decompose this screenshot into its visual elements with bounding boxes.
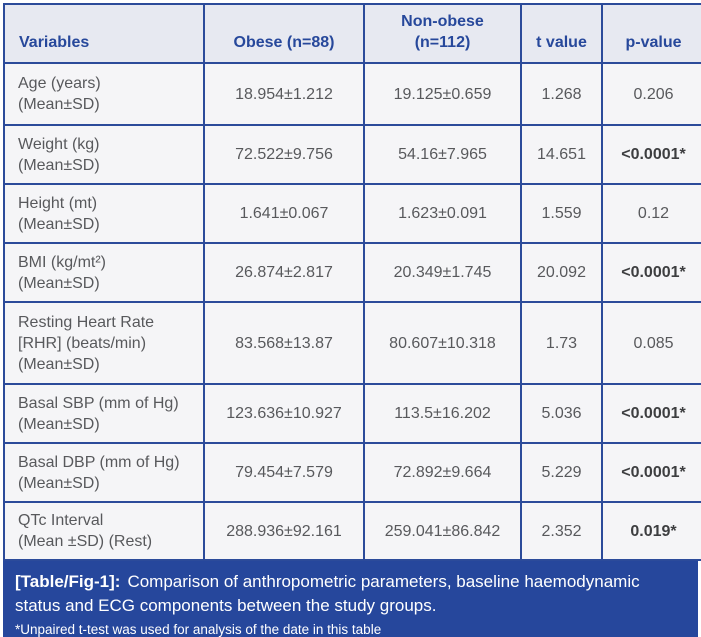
column-header-obese: Obese (n=88): [203, 3, 365, 64]
column-header-p-value: p-value: [601, 3, 701, 64]
nonobese-value-cell: 259.041±86.842: [363, 501, 522, 561]
t-value-cell: 20.092: [520, 242, 603, 303]
column-header-label: p-value: [625, 34, 682, 51]
obese-value-cell: 72.522±9.756: [203, 124, 365, 185]
nonobese-value-cell: 80.607±10.318: [363, 301, 522, 385]
obese-value-cell: 288.936±92.161: [203, 501, 365, 561]
p-value-cell: <0.0001*: [601, 124, 701, 185]
table-row: Resting Heart Rate [RHR] (beats/min) (Mean…: [3, 301, 701, 385]
caption-label: [Table/Fig-1]:: [15, 572, 121, 591]
variable-label-line: (Mean±SD): [18, 156, 100, 174]
table-row: Weight (kg) (Mean±SD) 72.522±9.756 54.16±…: [3, 124, 701, 185]
table-body: Age (years) (Mean±SD) 18.954±1.212 19.125…: [3, 62, 701, 561]
p-value-cell: <0.0001*: [601, 383, 701, 444]
t-value-cell: 1.268: [520, 62, 603, 126]
variable-label-line: Basal SBP (mm of Hg): [18, 394, 179, 412]
t-value-cell: 1.559: [520, 183, 603, 244]
column-header-non-obese: Non-obese (n=112): [363, 3, 522, 64]
variable-cell: Weight (kg) (Mean±SD): [3, 124, 205, 185]
variable-cell: Basal SBP (mm of Hg) (Mean±SD): [3, 383, 205, 444]
t-value-cell: 5.036: [520, 383, 603, 444]
p-value-cell: 0.12: [601, 183, 701, 244]
caption-text: Comparison of anthropometric parameters,…: [15, 572, 640, 615]
variable-label-line: Age (years): [18, 75, 101, 92]
variable-cell: QTc Interval (Mean ±SD) (Rest): [3, 501, 205, 561]
table-row: Height (mt) (Mean±SD) 1.641±0.067 1.623±0…: [3, 183, 701, 244]
p-value-cell: 0.085: [601, 301, 701, 385]
variable-label-line: Weight (kg): [18, 135, 100, 153]
t-value-cell: 14.651: [520, 124, 603, 185]
column-header-label: (n=112): [414, 34, 471, 51]
variable-cell: Resting Heart Rate [RHR] (beats/min) (Mean…: [3, 301, 205, 385]
nonobese-value-cell: 113.5±16.202: [363, 383, 522, 444]
variable-label-line: (Mean ±SD) (Rest): [18, 533, 153, 550]
variable-label-line: (Mean±SD): [18, 215, 100, 233]
p-value-cell: 0.206: [601, 62, 701, 126]
variable-label-line: BMI (kg/mt²): [18, 253, 106, 271]
table-row: BMI (kg/mt²) (Mean±SD) 26.874±2.817 20.34…: [3, 242, 701, 303]
nonobese-value-cell: 54.16±7.965: [363, 124, 522, 185]
obese-value-cell: 1.641±0.067: [203, 183, 365, 244]
variable-label-line: (Mean±SD): [18, 474, 100, 492]
table-row: Basal DBP (mm of Hg) (Mean±SD) 79.454±7.5…: [3, 442, 701, 503]
nonobese-value-cell: 20.349±1.745: [363, 242, 522, 303]
variable-cell: BMI (kg/mt²) (Mean±SD): [3, 242, 205, 303]
variable-label-line: (Mean±SD): [18, 415, 100, 433]
variable-cell: Height (mt) (Mean±SD): [3, 183, 205, 244]
variable-label-line: (Mean±SD): [18, 355, 100, 373]
variable-label-line: [RHR] (beats/min): [18, 334, 147, 352]
t-value-cell: 2.352: [520, 501, 603, 561]
variable-cell: Basal DBP (mm of Hg) (Mean±SD): [3, 442, 205, 503]
table-row: Age (years) (Mean±SD) 18.954±1.212 19.125…: [3, 62, 701, 126]
column-header-label: Variables: [19, 34, 90, 51]
obese-value-cell: 79.454±7.579: [203, 442, 365, 503]
variable-cell: Age (years) (Mean±SD): [3, 62, 205, 126]
p-value-cell: <0.0001*: [601, 242, 701, 303]
caption-main: [Table/Fig-1]: Comparison of anthropometr…: [15, 570, 686, 618]
variable-label-line: (Mean±SD): [18, 96, 100, 113]
obese-value-cell: 123.636±10.927: [203, 383, 365, 444]
column-header-variables: Variables: [3, 3, 205, 64]
column-header-t-value: t value: [520, 3, 603, 64]
column-header-label: Obese (n=88): [233, 34, 335, 51]
variable-label-line: QTc Interval: [18, 512, 104, 529]
table-caption: [Table/Fig-1]: Comparison of anthropometr…: [3, 561, 698, 637]
nonobese-value-cell: 19.125±0.659: [363, 62, 522, 126]
header-row: Variables Obese (n=88) Non-obese (n=112) t v…: [3, 3, 701, 64]
table-row: Basal SBP (mm of Hg) (Mean±SD) 123.636±10…: [3, 383, 701, 444]
variable-label-line: Basal DBP (mm of Hg): [18, 453, 180, 471]
column-header-label: Non-obese: [401, 13, 484, 30]
nonobese-value-cell: 1.623±0.091: [363, 183, 522, 244]
p-value-cell: 0.019*: [601, 501, 701, 561]
p-value-cell: <0.0001*: [601, 442, 701, 503]
comparison-table: Variables Obese (n=88) Non-obese (n=112) t v…: [3, 3, 701, 561]
variable-label-line: Resting Heart Rate: [18, 313, 155, 331]
table-header: Variables Obese (n=88) Non-obese (n=112) t v…: [3, 3, 701, 64]
variable-label-line: Height (mt): [18, 194, 98, 212]
nonobese-value-cell: 72.892±9.664: [363, 442, 522, 503]
t-value-cell: 1.73: [520, 301, 603, 385]
table-row: QTc Interval (Mean ±SD) (Rest) 288.936±92…: [3, 501, 701, 561]
caption-footnote: *Unpaired t-test was used for analysis o…: [15, 622, 382, 637]
column-header-label: t value: [536, 34, 587, 51]
obese-value-cell: 83.568±13.87: [203, 301, 365, 385]
obese-value-cell: 18.954±1.212: [203, 62, 365, 126]
obese-value-cell: 26.874±2.817: [203, 242, 365, 303]
t-value-cell: 5.229: [520, 442, 603, 503]
variable-label-line: (Mean±SD): [18, 274, 100, 292]
